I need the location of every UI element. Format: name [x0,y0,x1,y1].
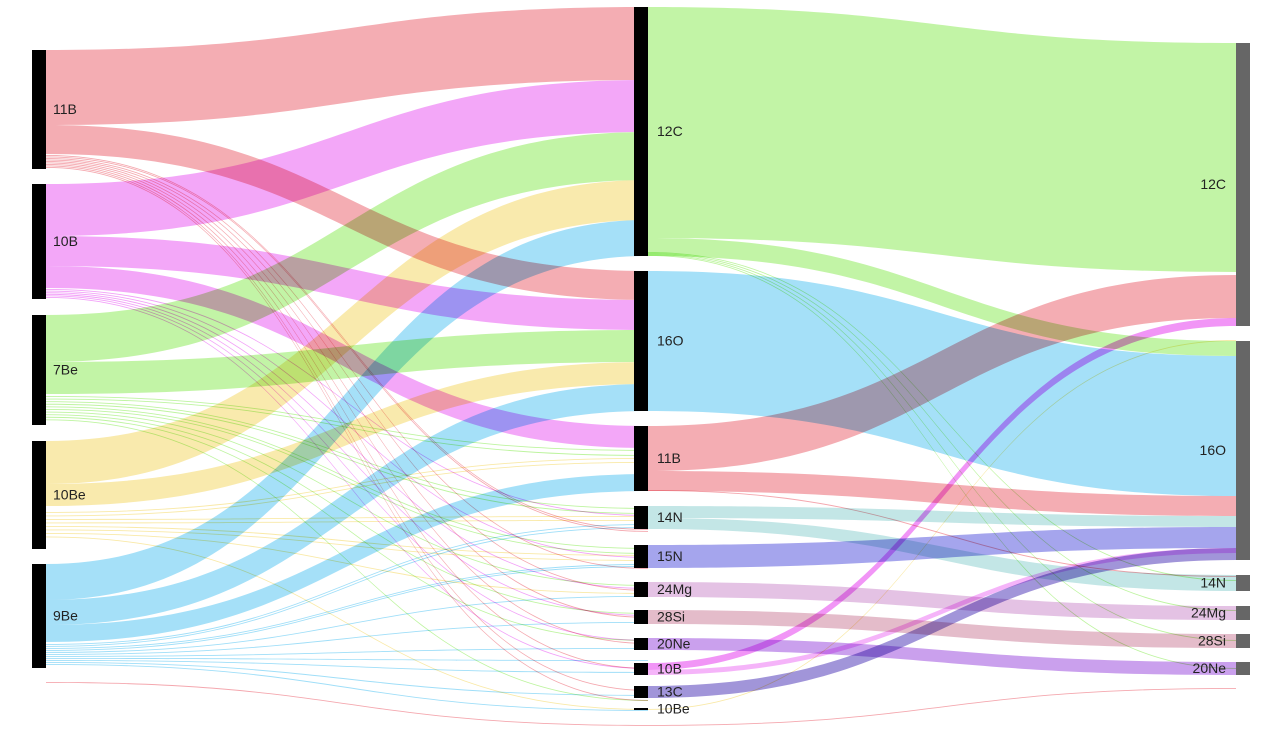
flow-11b-12c-r [648,275,1236,471]
node-left-label-7be: 7Be [53,362,78,378]
flow-14n-16o [648,506,1236,527]
flow-12c-minor-3 [648,255,1236,669]
node-right-14n[interactable] [1236,575,1250,591]
node-right-label-24mg: 24Mg [1191,605,1226,621]
node-mid-label-16o: 16O [657,333,684,349]
node-mid-10b[interactable] [634,663,648,675]
flow-10be-16o [46,362,648,506]
flow-10b-12c-r [648,318,1236,670]
flows [46,7,1236,726]
node-left-label-10b: 10B [53,233,78,249]
node-right-label-12c: 12C [1200,176,1226,192]
node-mid-16o[interactable] [634,271,648,411]
node-mid-20ne[interactable] [634,638,648,650]
labels: 11B 10B 7Be 10Be 9Be 12C 16O 11B 14N 15N 24Mg 28Si 2… [53,101,1226,717]
flow-13c-16o [648,548,1236,698]
node-right-16o[interactable] [1236,341,1250,560]
flow-9be-minor-10 [46,664,648,711]
node-right-24mg[interactable] [1236,606,1250,620]
flow-7be-minor-5 [46,409,648,554]
nodes [32,7,1250,710]
node-right-label-20ne: 20Ne [1193,660,1227,676]
flow-12c-12c [648,7,1236,272]
flow-10be-minor-3 [46,520,648,524]
flow-bottom-left [46,682,648,726]
node-left-11b[interactable] [32,50,46,169]
flow-10be-minor-7 [46,536,648,710]
node-mid-24mg[interactable] [634,582,648,597]
node-mid-label-10b: 10B [657,661,682,677]
flow-7be-minor-3 [46,403,648,514]
node-right-20ne[interactable] [1236,662,1250,675]
flow-10b-minor-5 [46,297,648,669]
node-mid-12c[interactable] [634,7,648,256]
node-mid-label-13c: 13C [657,684,683,700]
flow-9be-minor-4 [46,596,648,653]
node-mid-label-10be: 10Be [657,701,690,717]
flow-11b-minor-4 [46,161,648,618]
node-mid-10be[interactable] [634,708,648,710]
flow-9be-16o [46,384,648,625]
node-right-label-28si: 28Si [1198,633,1226,649]
flow-7be-16o [46,330,648,394]
node-mid-13c[interactable] [634,686,648,698]
flow-20ne-20ne [648,638,1236,675]
node-mid-label-14n: 14N [657,509,683,525]
node-left-10be[interactable] [32,441,46,549]
flow-11b-16o [46,125,648,300]
node-mid-label-24mg: 24Mg [657,581,692,597]
node-left-9be[interactable] [32,564,46,668]
flow-10b-16o-r [648,548,1236,675]
node-mid-label-11b: 11B [657,450,681,466]
flow-7be-minor-4 [46,406,648,549]
flow-9be-minor-1 [46,527,648,647]
node-mid-label-12c: 12C [657,123,683,139]
node-left-label-10be: 10Be [53,487,86,503]
node-right-label-16o: 16O [1200,442,1227,458]
node-left-label-9be: 9Be [53,608,78,624]
flow-10be-12c [46,180,648,484]
flow-9be-12c [46,220,648,600]
flow-7be-minor-8 [46,416,648,641]
flow-9be-minor-3 [46,566,648,651]
node-left-label-11b: 11B [53,101,77,117]
flow-15n-16o [648,527,1236,568]
flow-7be-12c [46,132,648,362]
node-right-28si[interactable] [1236,634,1250,648]
flow-9be-minor-8 [46,660,648,673]
node-mid-15n[interactable] [634,545,648,568]
flow-10be-minor-4 [46,526,648,556]
node-right-label-14n: 14N [1200,575,1226,591]
node-left-7be[interactable] [32,315,46,425]
flow-10be-minor-5 [46,529,648,561]
node-mid-28si[interactable] [634,610,648,624]
flow-9be-11b [46,474,648,642]
flow-10b-16o [46,236,648,330]
flow-9be-minor-6 [46,648,648,657]
flow-12c-16o [648,238,1236,356]
flow-10b-12c [46,80,648,236]
flow-bottom-right [648,688,1236,726]
flow-11b-12c [46,7,648,125]
flow-9be-minor-2 [46,564,648,649]
flow-9be-minor-9 [46,662,648,696]
node-mid-label-15n: 15N [657,548,683,564]
flow-10b-minor-4 [46,295,648,641]
flow-24mg-24mg [648,582,1236,620]
flow-9be-minor-7 [46,658,648,661]
flow-9be-minor-0 [46,524,648,645]
node-left-10b[interactable] [32,184,46,299]
node-mid-label-20ne: 20Ne [657,636,691,652]
flow-10be-minor-1 [46,462,648,517]
flow-11b-14n-r [648,490,1236,577]
flow-7be-minor-2 [46,401,648,509]
flow-10be-minor-0 [46,458,648,513]
node-mid-14n[interactable] [634,506,648,529]
node-mid-11b[interactable] [634,426,648,491]
flow-10be-12c-r [648,340,1236,710]
node-right-12c[interactable] [1236,43,1250,326]
flow-9be-minor-5 [46,622,648,655]
node-mid-label-28si: 28Si [657,609,685,625]
